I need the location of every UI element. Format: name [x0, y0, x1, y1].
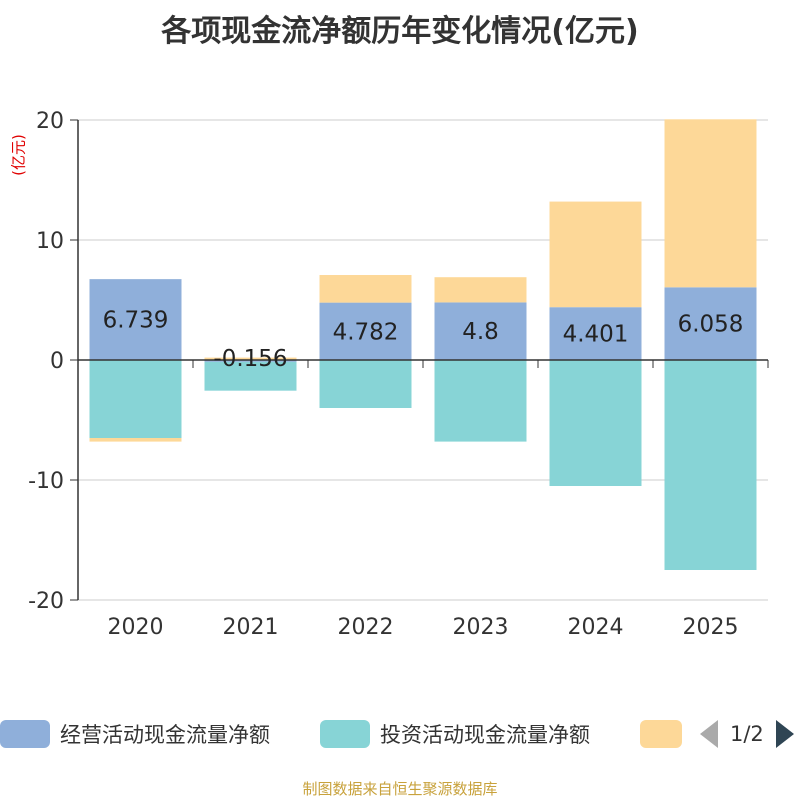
y-tick-label: -20 [28, 589, 64, 614]
x-tick-label-2023: 2023 [453, 615, 509, 640]
legend-item-investing[interactable]: 投资活动现金流量净额 [320, 719, 590, 749]
bar-series2-2024 [549, 201, 642, 308]
x-tick-label-2025: 2025 [683, 615, 739, 640]
legend-page-indicator: 1/2 [730, 722, 764, 746]
x-tick-label-2022: 2022 [338, 615, 394, 640]
legend: 经营活动现金流量净额 投资活动现金流量净额 1/2 [0, 715, 800, 755]
bar-series0-2022 [319, 302, 412, 360]
legend-next-page-icon[interactable] [775, 720, 794, 748]
bar-series2-2020 [89, 438, 182, 442]
chart-title: 各项现金流净额历年变化情况(亿元) [161, 14, 639, 49]
bar-series0-2021 [204, 360, 297, 362]
bar-series1-2020 [89, 360, 182, 438]
data-label-2023: 4.8 [462, 319, 499, 345]
bar-series0-2025 [664, 287, 757, 360]
bar-series2-2025 [664, 119, 757, 288]
bar-series1-2024 [549, 360, 642, 486]
data-label-2025: 6.058 [678, 312, 744, 338]
legend-prev-page-icon[interactable] [700, 720, 718, 748]
legend-swatch-investing [320, 720, 370, 748]
data-label-2022: 4.782 [333, 319, 399, 345]
bar-series1-2025 [664, 360, 757, 570]
legend-item-operating[interactable]: 经营活动现金流量净额 [0, 719, 270, 749]
y-tick-label: 0 [50, 349, 64, 374]
grid-lines [78, 119, 768, 601]
data-labels: 6.739 -0.156 4.782 4.8 4.401 6.058 [103, 308, 744, 372]
y-tick-label: 20 [36, 109, 64, 134]
bar-series2-2021 [204, 357, 297, 360]
data-source-note: 制图数据来自恒生聚源数据库 [302, 780, 498, 798]
bar-series0-2024 [549, 307, 642, 360]
y-tick-label: 10 [36, 229, 64, 254]
x-tick-label-2024: 2024 [568, 615, 624, 640]
y-tick-label: -10 [28, 469, 64, 494]
data-label-2020: 6.739 [103, 308, 169, 334]
legend-label-operating: 经营活动现金流量净额 [60, 723, 270, 747]
data-label-2024: 4.401 [563, 322, 629, 348]
legend-item-financing[interactable] [640, 719, 692, 749]
bar-series0-2023 [434, 302, 527, 360]
data-label-2021: -0.156 [213, 346, 287, 372]
bar-series1-2023 [434, 360, 527, 442]
bar-series1-2021 [204, 361, 297, 391]
bar-series1-2022 [319, 360, 412, 408]
x-tick-label-2020: 2020 [108, 615, 164, 640]
bars [89, 119, 757, 570]
legend-pager: 1/2 [700, 719, 794, 749]
legend-swatch-financing [640, 720, 682, 748]
bar-series0-2020 [89, 279, 182, 360]
legend-label-investing: 投资活动现金流量净额 [380, 723, 590, 747]
x-tick-label-2021: 2021 [223, 615, 279, 640]
bar-series2-2023 [434, 277, 527, 303]
bar-series2-2022 [319, 275, 412, 303]
legend-swatch-operating [0, 720, 50, 748]
